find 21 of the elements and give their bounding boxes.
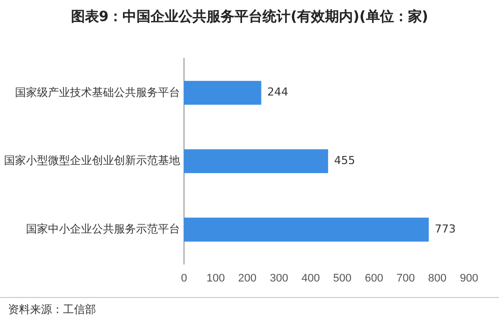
- x-tick-label: 400: [301, 272, 320, 284]
- bar: [184, 218, 429, 242]
- chart-title: 图表9：中国企业公共服务平台统计(有效期内)(单位：家): [70, 8, 430, 26]
- data-label: 773: [434, 222, 456, 236]
- x-tick-label: 500: [333, 272, 352, 284]
- data-label: 244: [267, 86, 288, 99]
- x-tick-label: 900: [460, 272, 478, 284]
- data-label: 455: [334, 154, 356, 168]
- x-tick-label: 700: [396, 272, 415, 284]
- x-tick-label: 0: [180, 272, 188, 284]
- text: 资料来源：工信部: [8, 302, 96, 317]
- x-tick-label: 100: [206, 272, 225, 284]
- x-tick-label: 300: [270, 272, 288, 284]
- y-tick-label: 国家级产业技术基础公共服务平台: [15, 86, 180, 99]
- x-tick-label: 600: [364, 272, 384, 284]
- y-tick-label: 国家小型微型企业创业创新示范基地: [4, 154, 180, 168]
- bar: [184, 80, 262, 105]
- x-tick-label: 200: [238, 272, 257, 284]
- bar: [184, 149, 328, 174]
- x-tick-label: 800: [428, 272, 447, 284]
- y-tick-label: 国家中小企业公共服务示范平台: [26, 222, 180, 236]
